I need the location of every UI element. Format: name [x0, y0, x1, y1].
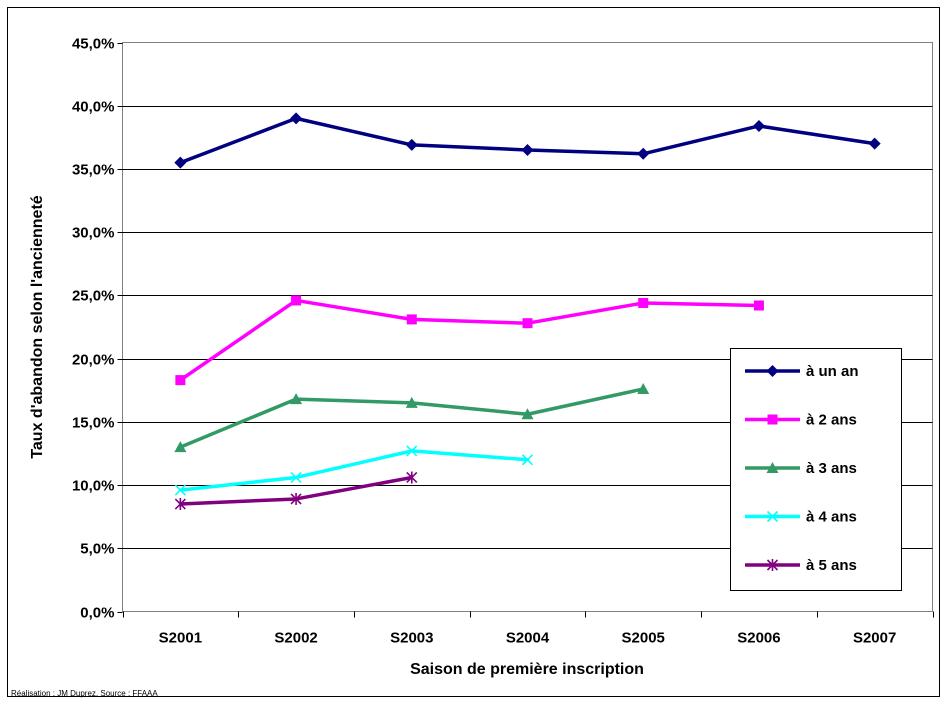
series-line [180, 449, 528, 492]
data-point [753, 300, 764, 311]
data-point [174, 156, 187, 169]
y-tick-label: 35,0% [72, 162, 115, 179]
legend-item: à 5 ans [745, 557, 857, 574]
legend-label: à un an [806, 363, 859, 380]
footer-credit: Réalisation : JM Duprez. Source : FFAAA [11, 689, 158, 698]
legend-label: à 5 ans [806, 557, 857, 574]
legend-item: à 2 ans [745, 412, 857, 429]
x-axis: S2001 S2002 S2003 S2004 S2005 S2006 S2007 [123, 611, 934, 647]
y-tick-label: 15,0% [72, 415, 115, 432]
y-tick-label: 10,0% [72, 478, 115, 495]
data-point [637, 382, 650, 394]
legend-marker [766, 462, 779, 473]
y-tick-label: 0,0% [80, 605, 114, 622]
y-tick-label: 25,0% [72, 288, 115, 305]
legend-label: à 3 ans [806, 460, 857, 477]
y-tick-label: 40,0% [72, 99, 115, 116]
data-point [406, 314, 417, 325]
legend-item: à un an [745, 363, 859, 380]
data-point [290, 393, 303, 405]
data-point [290, 492, 302, 505]
series-4 [174, 445, 534, 496]
y-tick-label: 5,0% [80, 541, 114, 558]
x-tick-label: S2002 [274, 630, 317, 647]
series-line [179, 298, 759, 382]
x-tick-label: S2007 [853, 630, 896, 647]
y-tick-label: 45,0% [72, 36, 115, 53]
data-point [290, 112, 303, 125]
data-point [405, 138, 418, 151]
y-tick-label: 30,0% [72, 225, 115, 242]
x-tick-label: S2003 [390, 630, 433, 647]
data-point [637, 147, 650, 160]
data-point [405, 396, 418, 408]
data-point [521, 408, 534, 420]
x-tick-label: S2004 [506, 630, 550, 647]
legend-item: à 4 ans [745, 509, 857, 526]
legend-marker [766, 365, 779, 377]
data-point [174, 498, 186, 511]
legend-marker [766, 510, 779, 523]
legend-marker [766, 559, 779, 571]
legend: à un an à 2 ans à 3 ans à 4 ans à 5 ans [730, 348, 902, 591]
data-point [521, 454, 534, 466]
legend-label: à 2 ans [806, 412, 857, 429]
data-point [406, 445, 418, 457]
series-1 [174, 112, 881, 169]
series-5 [174, 471, 418, 511]
y-tick-label: 20,0% [72, 352, 115, 369]
series-3 [174, 382, 650, 453]
x-tick-label: S2001 [159, 630, 202, 647]
data-point [406, 471, 418, 484]
legend-item: à 3 ans [745, 460, 857, 477]
legend-marker [767, 414, 778, 425]
series-layer [174, 112, 881, 511]
data-point [290, 471, 302, 484]
data-point [868, 137, 881, 150]
y-axis-title: Taux d'abandon selon l'ancienneté [29, 195, 46, 458]
legend-label: à 4 ans [806, 509, 857, 526]
series-2 [175, 295, 764, 386]
data-point [174, 484, 186, 496]
data-point [521, 143, 534, 156]
x-tick-label: S2006 [737, 630, 780, 647]
data-point [638, 297, 649, 308]
data-point [174, 441, 187, 453]
data-point [522, 318, 533, 329]
y-axis: 0,0% 5,0% 10,0% 15,0% 20,0% 25,0% 30,0% 35,0% 40… [72, 36, 123, 622]
data-point [752, 119, 765, 132]
data-point [291, 295, 302, 306]
x-tick-label: S2005 [622, 630, 665, 647]
x-axis-title: Saison de première inscription [410, 661, 644, 678]
data-point [175, 375, 186, 386]
